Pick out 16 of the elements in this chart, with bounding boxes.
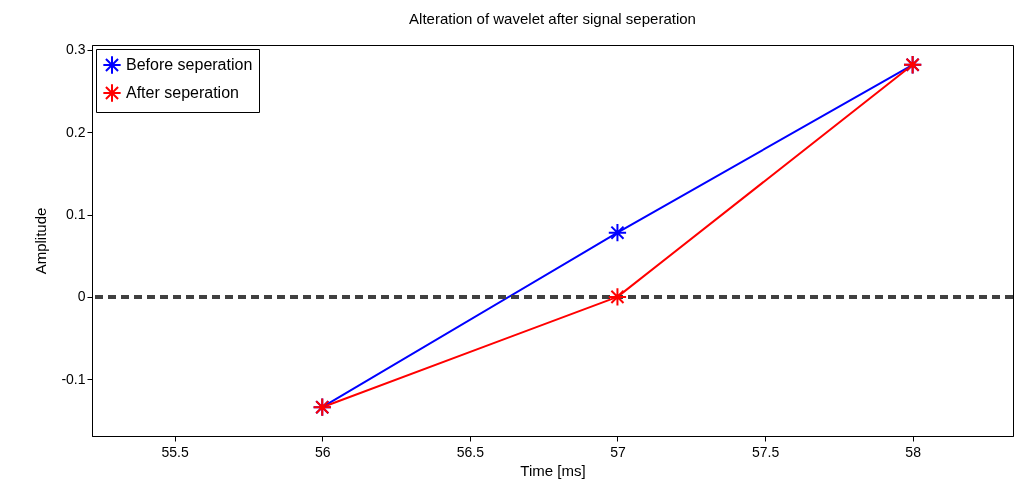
y-tick-label: 0.2	[66, 123, 86, 140]
legend-label: After seperation	[126, 84, 239, 101]
y-axis-title: Amplitude	[32, 207, 50, 275]
y-tick-label: 0	[77, 288, 86, 305]
legend-label: Before seperation	[126, 56, 253, 73]
chart-title: Alteration of wavelet after signal seperation	[409, 9, 696, 27]
x-tick-label: 56.5	[456, 443, 485, 460]
y-tick-label: 0.1	[66, 206, 86, 223]
x-tick-label: 58	[905, 443, 922, 460]
x-tick-label: 57	[610, 443, 626, 460]
y-tick-label: 0.3	[66, 41, 86, 58]
y-tick-label: -0.1	[61, 370, 86, 387]
x-tick-label: 57.5	[751, 443, 780, 460]
x-tick-label: 56	[314, 443, 331, 460]
x-axis-title: Time [ms]	[520, 461, 586, 479]
x-tick-label: 55.5	[161, 443, 189, 460]
